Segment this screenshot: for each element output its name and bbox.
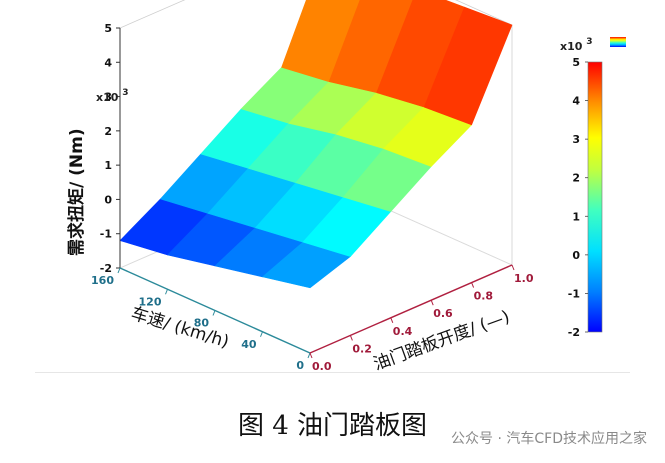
watermark: 公众号 · 汽车CFD技术应用之家 bbox=[451, 431, 647, 447]
z-multiplier: x10 3 bbox=[96, 88, 129, 104]
pedal-tick-label: 0.6 bbox=[433, 307, 453, 320]
colorbar-multiplier: x10 3 bbox=[560, 37, 593, 53]
pedal-tick bbox=[390, 317, 394, 323]
pedal-tick-label: 1.0 bbox=[514, 272, 534, 285]
z-tick-label: 2 bbox=[104, 125, 112, 138]
speed-tick-label: 0 bbox=[296, 359, 304, 372]
colorbar-gradient bbox=[587, 61, 603, 333]
pedal-axis-line bbox=[309, 264, 513, 354]
z-tick-label: 1 bbox=[104, 159, 112, 172]
colorbar-tick-label: 0 bbox=[572, 249, 580, 262]
legend-swatch-icon bbox=[610, 37, 626, 47]
colorbar-tick-label: 1 bbox=[572, 210, 580, 223]
colorbar: -2 -1 0 1 2 3 4 5 bbox=[568, 37, 626, 339]
colorbar-tick-label: 3 bbox=[572, 133, 580, 146]
z-tick-label: 5 bbox=[104, 22, 112, 35]
z-tick-label: 0 bbox=[104, 193, 112, 206]
divider bbox=[35, 372, 630, 373]
pedal-tick bbox=[349, 335, 353, 341]
z-axis-label: 需求扭矩/ (Nm) bbox=[66, 128, 87, 256]
colorbar-tick-label: 2 bbox=[572, 172, 580, 185]
pedal-tick-label: 0.0 bbox=[312, 360, 332, 373]
pedal-tick bbox=[309, 352, 313, 359]
colorbar-tick-label: -2 bbox=[568, 326, 580, 339]
speed-tick bbox=[260, 331, 263, 337]
speed-tick-label: 120 bbox=[139, 295, 162, 308]
z-tick-label: -2 bbox=[100, 262, 112, 275]
speed-tick bbox=[165, 289, 168, 295]
pedal-tick-label: 0.4 bbox=[393, 325, 413, 338]
z-tick-label: 3 bbox=[104, 91, 112, 104]
colorbar-tick-label: 5 bbox=[572, 56, 580, 69]
speed-tick bbox=[117, 267, 121, 274]
colorbar-tick-label: -1 bbox=[568, 287, 580, 300]
speed-tick-label: 40 bbox=[241, 338, 257, 351]
pedal-tick bbox=[430, 300, 434, 306]
surface-patch bbox=[423, 6, 513, 126]
figure-caption: 图 4 油门踏板图 bbox=[237, 411, 428, 441]
z-tick-label: 4 bbox=[104, 56, 112, 69]
pedal-tick-label: 0.8 bbox=[474, 290, 494, 303]
speed-tick bbox=[307, 352, 311, 359]
axis-ticks: -2 -1 0 1 2 3 4 5 0 40 80 120 160 0.0 0.2 0.4 0.6 0.8 1.0 bbox=[91, 22, 534, 373]
pedal-tick bbox=[511, 264, 515, 271]
z-tick-label: -1 bbox=[100, 228, 112, 241]
speed-tick bbox=[212, 310, 216, 316]
pedal-tick bbox=[471, 282, 475, 288]
speed-tick-label: 80 bbox=[194, 317, 210, 330]
speed-tick-label: 160 bbox=[91, 274, 114, 287]
pedal-tick-label: 0.2 bbox=[352, 342, 372, 355]
surface-mesh bbox=[119, 0, 513, 289]
colorbar-tick-label: 4 bbox=[572, 95, 580, 108]
